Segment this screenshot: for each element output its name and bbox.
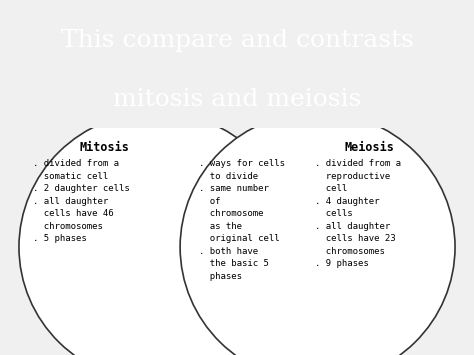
Ellipse shape [19, 112, 294, 355]
Text: This compare and contrasts: This compare and contrasts [61, 29, 413, 53]
Text: . divided from a
  reproductive
  cell
. 4 daughter
  cells
. all daughter
  cel: . divided from a reproductive cell . 4 d… [315, 159, 401, 268]
Text: . divided from a
  somatic cell
. 2 daughter cells
. all daughter
  cells have 4: . divided from a somatic cell . 2 daught… [33, 159, 130, 243]
Text: Mitosis: Mitosis [79, 141, 129, 154]
Ellipse shape [180, 112, 455, 355]
Text: . ways for cells
  to divide
. same number
  of
  chromosome
  as the
  original: . ways for cells to divide . same number… [199, 159, 285, 280]
Text: mitosis and meiosis: mitosis and meiosis [113, 88, 361, 111]
Text: Meiosis: Meiosis [345, 141, 395, 154]
